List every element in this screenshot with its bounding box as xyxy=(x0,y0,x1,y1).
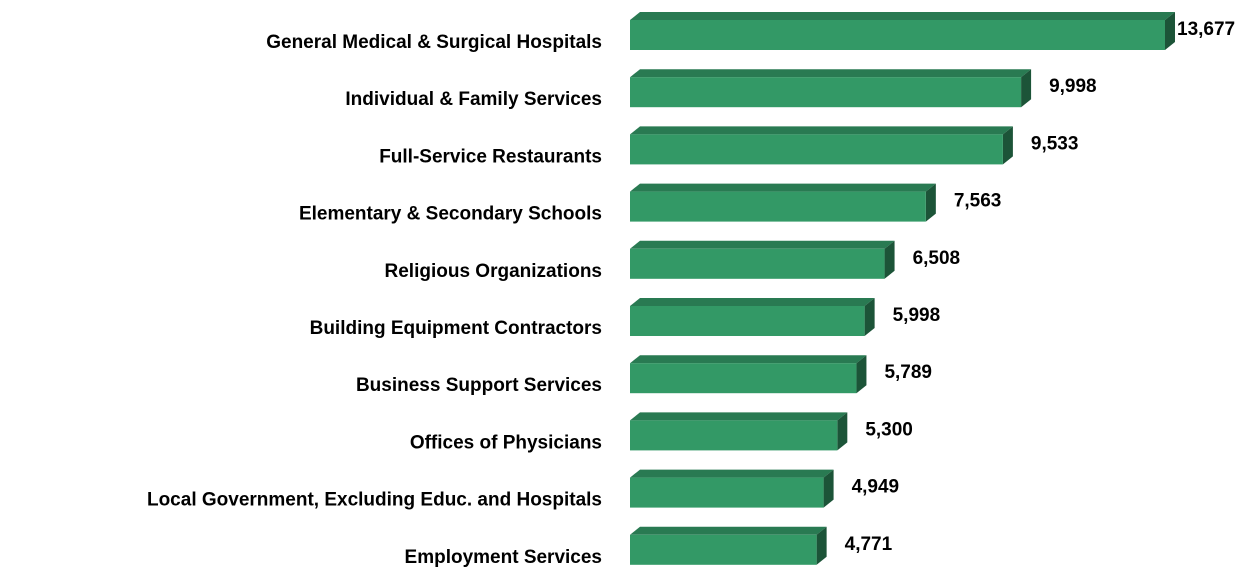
bar-front xyxy=(630,248,885,279)
bar-top xyxy=(630,240,895,249)
bar-side xyxy=(1002,126,1013,165)
bar-side xyxy=(864,298,875,336)
bar-front xyxy=(630,77,1022,108)
bar xyxy=(630,355,867,394)
bar-front xyxy=(630,134,1003,165)
value-label: 5,998 xyxy=(893,305,941,326)
category-label: Business Support Services xyxy=(356,375,602,396)
value-label: 5,789 xyxy=(884,362,932,383)
value-label: 4,949 xyxy=(852,477,900,498)
bar xyxy=(630,126,1013,165)
bar xyxy=(630,12,1175,50)
category-label: Full-Service Restaurants xyxy=(379,146,602,167)
category-label: Local Government, Excluding Educ. and Ho… xyxy=(147,490,602,511)
value-label: 6,508 xyxy=(913,248,961,269)
bar-front xyxy=(630,477,824,508)
value-label: 4,771 xyxy=(845,534,893,555)
category-label: Elementary & Secondary Schools xyxy=(299,204,602,225)
value-label: 7,563 xyxy=(954,191,1002,212)
value-label: 9,533 xyxy=(1031,133,1079,154)
bar-side xyxy=(1021,69,1032,108)
bar-side xyxy=(837,412,848,451)
bar-side xyxy=(823,469,834,508)
bar-front xyxy=(630,191,926,222)
bar-top xyxy=(630,126,1013,135)
bar-front xyxy=(630,363,857,394)
bar-side xyxy=(816,526,827,565)
value-label: 13,677 xyxy=(1177,19,1235,40)
bar xyxy=(630,298,875,336)
bar-top xyxy=(630,183,936,192)
category-label: Individual & Family Services xyxy=(345,89,602,110)
category-label: Religious Organizations xyxy=(385,261,602,282)
category-label: Employment Services xyxy=(405,547,602,568)
value-label: 9,998 xyxy=(1049,76,1097,97)
category-label: Offices of Physicians xyxy=(410,432,602,453)
bar xyxy=(630,69,1032,108)
bar-side xyxy=(884,240,895,279)
bar-front xyxy=(630,20,1165,50)
bar xyxy=(630,183,936,222)
category-label: General Medical & Surgical Hospitals xyxy=(266,32,602,53)
category-label: Building Equipment Contractors xyxy=(310,318,602,339)
bar-side xyxy=(856,355,867,394)
bar-top xyxy=(630,69,1032,78)
bar-top xyxy=(630,412,848,421)
bar-side xyxy=(925,183,936,222)
bar xyxy=(630,469,834,508)
value-label: 5,300 xyxy=(865,419,913,440)
bar-front xyxy=(630,306,865,336)
bar-top xyxy=(630,355,867,364)
bar-side xyxy=(1165,12,1175,50)
bar-top xyxy=(630,298,875,306)
bar-top xyxy=(630,526,827,535)
bar xyxy=(630,240,895,279)
bar-top xyxy=(630,12,1175,20)
bar-front xyxy=(630,534,817,565)
bar-top xyxy=(630,469,834,478)
bar xyxy=(630,412,848,451)
bar-front xyxy=(630,420,838,451)
bar xyxy=(630,526,827,565)
